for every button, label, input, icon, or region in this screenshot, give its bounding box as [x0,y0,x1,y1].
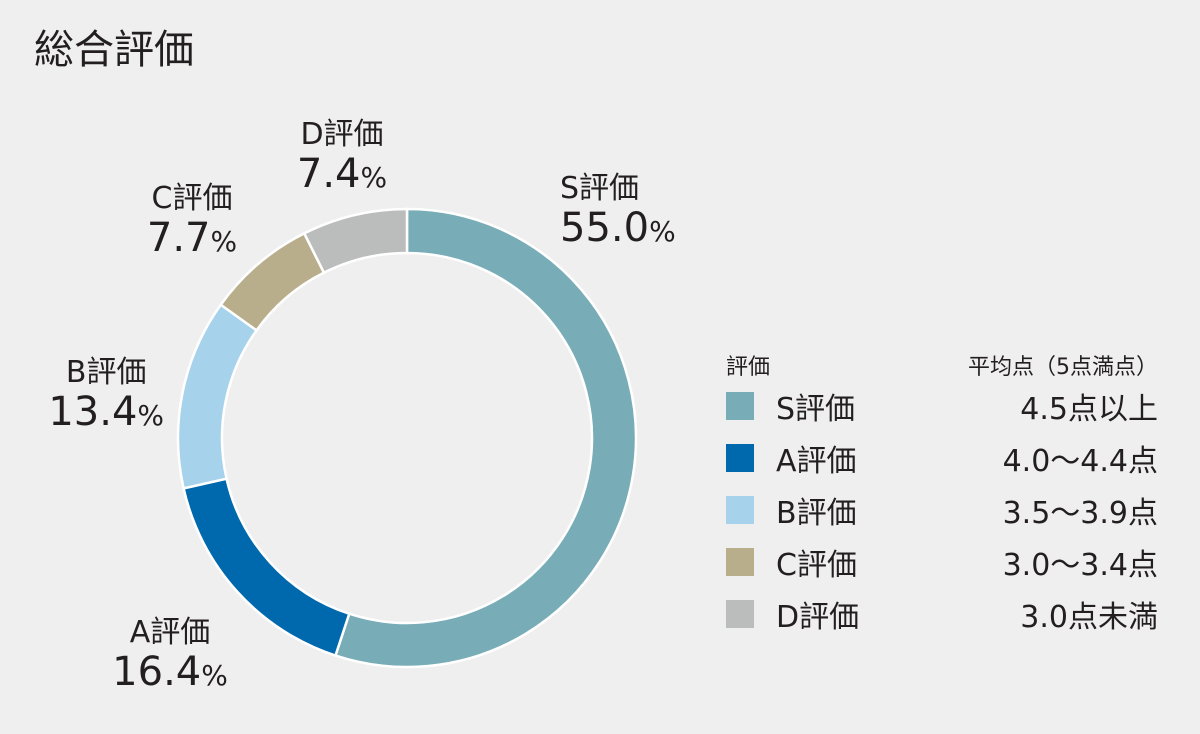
legend-row-d: D評価 3.0点未満 [726,588,1158,640]
legend-swatch-s [726,392,754,420]
slice-label-b: B評価 13.4% [48,355,164,435]
legend-name-b: B評価 [776,496,857,531]
legend-header-score: 平均点（5点満点） [968,355,1158,380]
legend: 評価 平均点（5点満点） S評価 4.5点以上 A評価 4.0〜4.4点 B評価… [726,350,1158,640]
legend-name-c: C評価 [776,548,857,583]
slice-label-a: A評価 16.4% [112,615,228,695]
slice-label-s-name: S評価 [560,171,640,206]
legend-range-s: 4.5点以上 [1020,392,1158,427]
legend-row-b: B評価 3.5〜3.9点 [726,484,1158,536]
legend-header-rating: 評価 [726,355,771,380]
slice-label-a-unit: % [201,659,228,692]
legend-row-a: A評価 4.0〜4.4点 [726,432,1158,484]
legend-row-s: S評価 4.5点以上 [726,380,1158,432]
legend-swatch-c [726,548,754,576]
chart-title: 総合評価 [34,27,194,73]
slice-label-s-value: 55.0 [560,205,650,251]
slice-label-b-unit: % [137,399,164,432]
legend-header: 評価 平均点（5点満点） [726,350,1158,380]
legend-range-a: 4.0〜4.4点 [1002,444,1158,479]
legend-range-d: 3.0点未満 [1020,600,1158,635]
legend-row-c: C評価 3.0〜3.4点 [726,536,1158,588]
legend-swatch-d [726,600,754,628]
slice-label-d-unit: % [360,161,388,194]
legend-range-c: 3.0〜3.4点 [1002,548,1158,583]
slice-label-s-unit: % [649,215,676,248]
slice-label-c: C評価 7.7% [146,181,238,261]
slice-label-d-name: D評価 [300,117,384,152]
donut-slice-b [176,302,259,490]
slice-label-c-name: C評価 [151,181,233,216]
legend-name-d: D評価 [776,600,860,635]
slice-label-a-name: A評価 [129,615,211,650]
legend-name-s: S評価 [776,392,856,427]
slice-label-c-unit: % [210,225,238,258]
slice-label-c-value: 7.7 [146,215,211,261]
slice-label-b-value: 13.4 [48,389,138,435]
legend-swatch-a [726,444,754,472]
slice-label-s: S評価 55.0% [560,171,676,251]
slice-label-a-value: 16.4 [112,649,202,695]
donut-slice-d [302,207,409,275]
legend-name-a: A評価 [776,444,857,479]
donut-slice-s [333,207,638,669]
slice-label-b-name: B評価 [65,355,147,390]
legend-swatch-b [726,496,754,524]
slice-label-d: D評価 7.4% [296,117,388,197]
legend-range-b: 3.5〜3.9点 [1002,496,1158,531]
slice-label-d-value: 7.4 [296,151,361,197]
